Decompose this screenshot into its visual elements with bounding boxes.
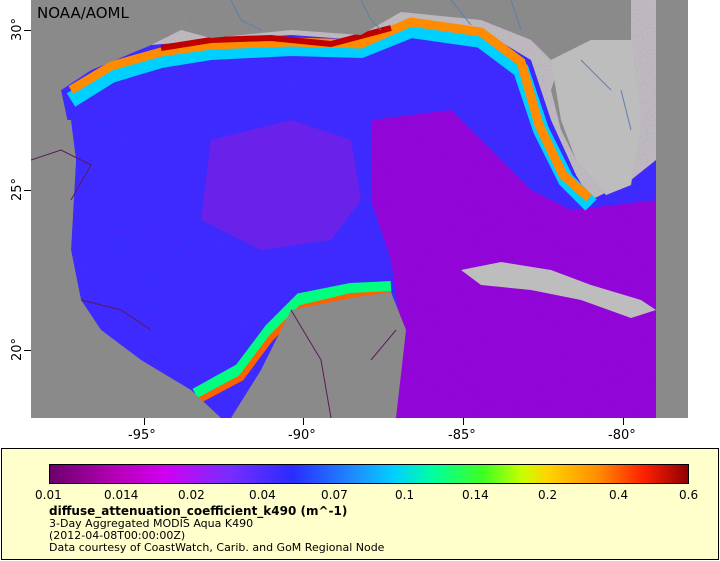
rivers: [230, 0, 632, 131]
colorbar-label: 0.014: [104, 488, 139, 502]
credit-label: NOAA/AOML: [37, 4, 129, 22]
colorbar-label: 0.4: [609, 488, 629, 502]
x-tick-mark: [623, 418, 624, 425]
legend-panel: 0.01 0.014 0.02 0.04 0.07 0.1 0.14 0.2 0…: [1, 448, 719, 560]
y-tick-label: 20°: [10, 337, 26, 362]
colorbar-label: 0.6: [679, 488, 699, 502]
florida-peninsula: [551, 40, 641, 195]
cuba-land: [461, 262, 656, 318]
northern-coastal-band-inner: [68, 17, 592, 202]
no-data-east-strip: [656, 0, 688, 418]
colorbar-label: 0.02: [178, 488, 205, 502]
country-borders: [31, 149, 397, 418]
y-tick-label: 25°: [10, 177, 26, 202]
y-tick-mark: [24, 30, 31, 31]
colorbar-label: 0.2: [538, 488, 558, 502]
colorbar-label: 0.14: [462, 488, 489, 502]
x-tick-label: -95°: [128, 428, 156, 443]
colorbar-label: 0.04: [249, 488, 276, 502]
legend-line-2: (2012-04-08T00:00:00Z): [49, 529, 186, 542]
x-tick-mark: [303, 418, 304, 425]
x-tick-label: -90°: [288, 428, 316, 443]
x-tick-label: -85°: [448, 428, 476, 443]
legend-line-1: 3-Day Aggregated MODIS Aqua K490: [49, 517, 254, 530]
colorbar-label: 0.1: [395, 488, 415, 502]
yucatan-coastal-band: [192, 281, 392, 402]
map-panel: NOAA/AOML: [31, 0, 688, 418]
legend-title: diffuse_attenuation_coefficient_k490 (m^…: [49, 504, 348, 518]
us-land-coast: [181, 0, 591, 60]
x-tick-label: -80°: [608, 428, 636, 443]
x-tick-mark: [463, 418, 464, 425]
mississippi-plume: [160, 25, 392, 51]
x-tick-mark: [144, 418, 145, 425]
y-tick-mark: [24, 190, 31, 191]
colorbar-label: 0.07: [321, 488, 348, 502]
k490-map: [31, 0, 688, 418]
y-tick-label: 30°: [10, 17, 26, 42]
colorbar: [49, 464, 689, 484]
y-tick-mark: [24, 350, 31, 351]
colorbar-label: 0.01: [35, 488, 62, 502]
legend-line-3: Data courtesy of CoastWatch, Carib. and …: [49, 541, 385, 554]
western-mexico-land: [31, 120, 141, 360]
